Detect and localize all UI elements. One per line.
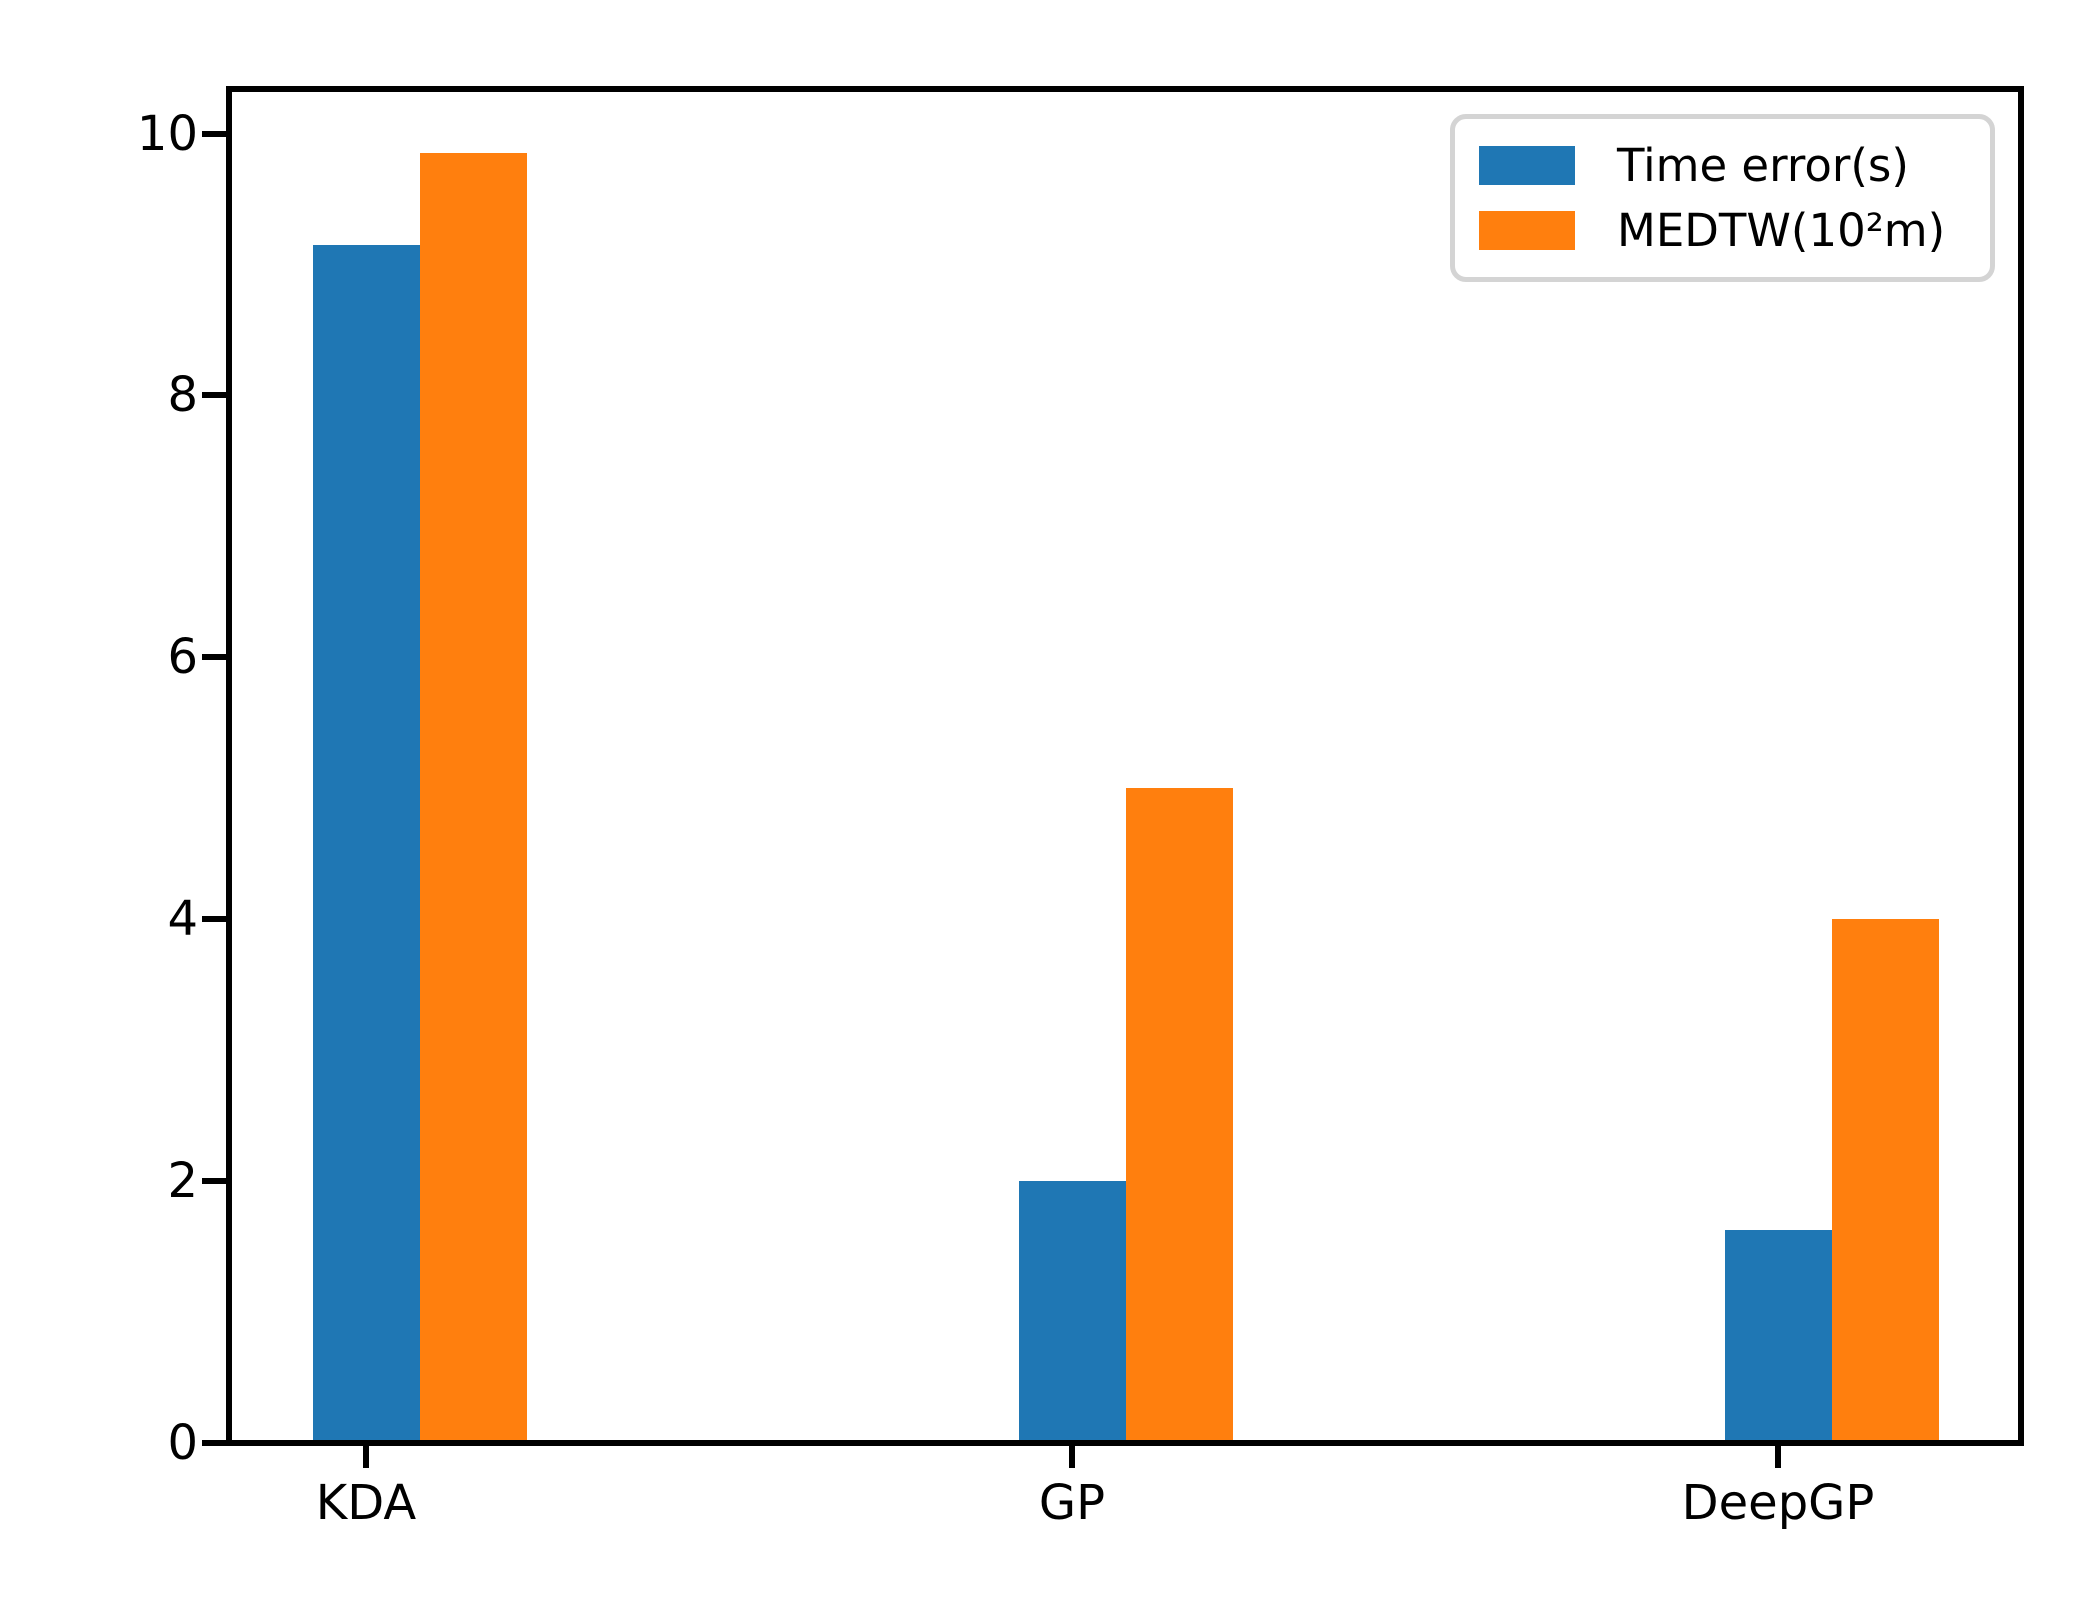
y-tick-label-4: 4 <box>167 891 198 948</box>
legend-item: MEDTW(10²m) <box>1479 203 1980 257</box>
bar-KDA-Time error(s) <box>312 244 420 1440</box>
x-tick-label-DeepGP: DeepGP <box>1681 1475 1875 1531</box>
y-tick-label-0: 0 <box>167 1415 198 1471</box>
bar-DeepGP-Time error(s) <box>1724 1229 1832 1440</box>
bar-KDA-MEDTW(10²m) <box>419 153 527 1440</box>
x-tick-label-KDA: KDA <box>315 1475 417 1531</box>
legend-item: Time error(s) <box>1479 138 1980 192</box>
bar-DeepGP-MEDTW(10²m) <box>1831 919 1939 1440</box>
y-tick-label-10: 10 <box>136 105 198 162</box>
legend-label: Time error(s) <box>1617 138 1909 192</box>
y-tick-8 <box>202 392 226 399</box>
bar-GP-MEDTW(10²m) <box>1125 788 1233 1440</box>
legend-swatch-icon <box>1479 211 1575 250</box>
x-tick-label-GP: GP <box>1038 1475 1106 1531</box>
y-tick-label-8: 8 <box>167 367 198 424</box>
y-tick-label-2: 2 <box>167 1153 198 1210</box>
bar-GP-Time error(s) <box>1018 1181 1126 1440</box>
x-tick-DeepGP <box>1775 1446 1781 1468</box>
legend-swatch-icon <box>1479 146 1575 185</box>
y-tick-2 <box>202 1178 226 1185</box>
plot-area <box>226 86 2024 1446</box>
legend: Time error(s) MEDTW(10²m) <box>1450 114 1995 282</box>
y-tick-0 <box>202 1440 226 1446</box>
y-tick-label-6: 6 <box>167 629 198 686</box>
legend-label: MEDTW(10²m) <box>1617 203 1946 257</box>
x-tick-GP <box>1069 1446 1075 1468</box>
x-tick-KDA <box>363 1446 369 1468</box>
y-tick-10 <box>202 130 226 137</box>
y-tick-6 <box>202 654 226 661</box>
y-tick-4 <box>202 916 226 923</box>
